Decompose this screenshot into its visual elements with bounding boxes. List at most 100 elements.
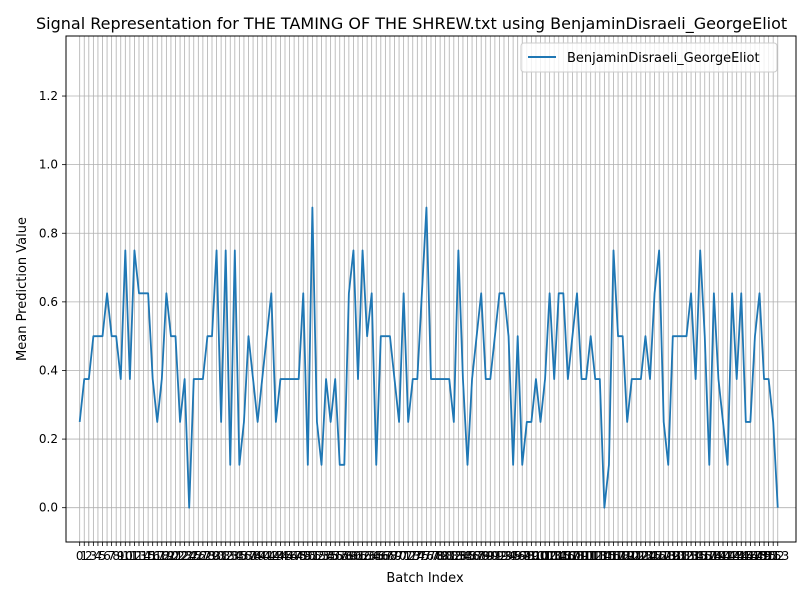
x-tick-label: 19 bbox=[159, 549, 174, 563]
x-tick-label: 66 bbox=[373, 549, 388, 563]
x-tick-label: 112 bbox=[579, 549, 602, 563]
x-tick-label: 23 bbox=[177, 549, 192, 563]
x-tick-label: 124 bbox=[634, 549, 657, 563]
x-tick-label: 34 bbox=[227, 549, 242, 563]
x-tick-label: 75 bbox=[414, 549, 429, 563]
x-tick-label: 68 bbox=[382, 549, 397, 563]
x-tick-label: 17 bbox=[150, 549, 165, 563]
x-tick-label: 71 bbox=[396, 549, 411, 563]
x-tick-label: 29 bbox=[204, 549, 219, 563]
y-axis-ticks: 0.0 0.2 0.4 0.6 0.8 1.0 1.2 bbox=[39, 89, 66, 515]
x-tick-label: 27 bbox=[195, 549, 210, 563]
x-tick-label: 55 bbox=[323, 549, 338, 563]
x-tick-label: 113 bbox=[584, 549, 607, 563]
x-tick-label: 31 bbox=[213, 549, 228, 563]
x-tick-label: 119 bbox=[611, 549, 634, 563]
x-tick-label: 100 bbox=[524, 549, 547, 563]
x-tick-label: 118 bbox=[607, 549, 630, 563]
x-tick-label: 30 bbox=[209, 549, 224, 563]
x-tick-label: 3 bbox=[90, 549, 98, 563]
x-tick-label: 102 bbox=[534, 549, 557, 563]
x-tick-label: 18 bbox=[154, 549, 169, 563]
x-tick-label: 125 bbox=[639, 549, 662, 563]
y-tick-label: 1.0 bbox=[39, 158, 58, 172]
x-tick-label: 67 bbox=[378, 549, 393, 563]
x-tick-label: 16 bbox=[145, 549, 160, 563]
x-tick-label: 98 bbox=[519, 549, 534, 563]
x-tick-label: 14 bbox=[136, 549, 151, 563]
y-tick-label: 0.4 bbox=[39, 363, 58, 377]
x-tick-label: 153 bbox=[766, 549, 789, 563]
x-tick-label: 25 bbox=[186, 549, 201, 563]
x-tick-label: 28 bbox=[200, 549, 215, 563]
x-tick-label: 130 bbox=[661, 549, 684, 563]
x-tick-label: 49 bbox=[296, 549, 311, 563]
x-tick-label: 126 bbox=[643, 549, 666, 563]
series-line bbox=[78, 206, 779, 509]
x-tick-label: 88 bbox=[474, 549, 489, 563]
x-tick-label: 109 bbox=[566, 549, 589, 563]
x-tick-label: 108 bbox=[561, 549, 584, 563]
x-tick-label: 70 bbox=[391, 549, 406, 563]
x-tick-label: 92 bbox=[492, 549, 507, 563]
x-tick-label: 36 bbox=[236, 549, 251, 563]
x-tick-label: 117 bbox=[602, 549, 625, 563]
y-axis-label: Mean Prediction Value bbox=[15, 217, 30, 361]
x-tick-label: 69 bbox=[387, 549, 402, 563]
x-tick-label: 141 bbox=[712, 549, 735, 563]
x-tick-label: 39 bbox=[250, 549, 265, 563]
x-tick-label: 145 bbox=[730, 549, 753, 563]
x-tick-label: 103 bbox=[538, 549, 561, 563]
x-tick-label: 58 bbox=[337, 549, 352, 563]
x-tick-label: 26 bbox=[191, 549, 206, 563]
x-tick-label: 45 bbox=[277, 549, 292, 563]
legend-label: BenjaminDisraeli_GeorgeEliot bbox=[567, 51, 760, 66]
x-axis-ticks: 0123456789101112131415161718192021222324… bbox=[76, 542, 789, 563]
x-tick-label: 87 bbox=[469, 549, 484, 563]
x-tick-label: 48 bbox=[291, 549, 306, 563]
x-tick-label: 40 bbox=[255, 549, 270, 563]
x-tick-label: 93 bbox=[496, 549, 511, 563]
x-tick-label: 20 bbox=[163, 549, 178, 563]
x-tick-label: 50 bbox=[300, 549, 315, 563]
x-tick-label: 21 bbox=[168, 549, 183, 563]
x-tick-label: 148 bbox=[743, 549, 766, 563]
x-tick-label: 132 bbox=[670, 549, 693, 563]
x-tick-label: 11 bbox=[122, 549, 137, 563]
x-tick-label: 149 bbox=[748, 549, 771, 563]
y-tick-label: 1.2 bbox=[39, 89, 58, 103]
x-tick-label: 46 bbox=[282, 549, 297, 563]
x-tick-label: 142 bbox=[716, 549, 739, 563]
x-tick-label: 64 bbox=[364, 549, 379, 563]
x-tick-label: 89 bbox=[478, 549, 493, 563]
x-tick-label: 122 bbox=[625, 549, 648, 563]
series-layer bbox=[78, 206, 779, 509]
x-tick-label: 151 bbox=[757, 549, 780, 563]
x-tick-label: 96 bbox=[510, 549, 525, 563]
x-tick-label: 10 bbox=[118, 549, 133, 563]
x-tick-label: 4 bbox=[94, 549, 102, 563]
x-tick-label: 146 bbox=[734, 549, 757, 563]
x-tick-label: 41 bbox=[259, 549, 274, 563]
x-tick-label: 135 bbox=[684, 549, 707, 563]
x-tick-label: 127 bbox=[648, 549, 671, 563]
x-tick-label: 123 bbox=[629, 549, 652, 563]
x-tick-label: 74 bbox=[410, 549, 425, 563]
x-tick-label: 65 bbox=[369, 549, 384, 563]
x-tick-label: 134 bbox=[680, 549, 703, 563]
x-tick-label: 133 bbox=[675, 549, 698, 563]
x-tick-label: 7 bbox=[108, 549, 116, 563]
x-tick-label: 62 bbox=[355, 549, 370, 563]
x-tick-label: 104 bbox=[543, 549, 566, 563]
x-tick-label: 12 bbox=[127, 549, 142, 563]
x-tick-label: 136 bbox=[689, 549, 712, 563]
y-tick-label: 0.0 bbox=[39, 501, 58, 515]
x-tick-label: 76 bbox=[419, 549, 434, 563]
x-tick-label: 9 bbox=[117, 549, 125, 563]
x-tick-label: 144 bbox=[725, 549, 748, 563]
x-tick-label: 54 bbox=[318, 549, 333, 563]
x-tick-label: 140 bbox=[707, 549, 730, 563]
x-tick-label: 0 bbox=[76, 549, 84, 563]
x-tick-label: 53 bbox=[314, 549, 329, 563]
